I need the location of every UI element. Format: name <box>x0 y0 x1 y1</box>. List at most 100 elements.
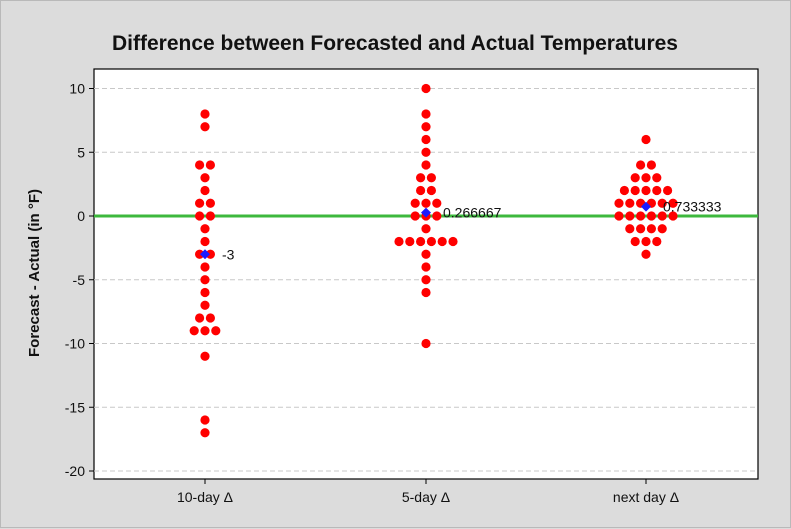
data-point <box>625 198 635 208</box>
y-tick-label: -5 <box>73 272 86 288</box>
data-point <box>426 185 436 196</box>
data-point <box>394 236 404 247</box>
x-tick-label: 5-day Δ <box>402 489 450 505</box>
data-point <box>636 160 646 170</box>
data-point <box>410 211 420 221</box>
data-point <box>200 122 210 132</box>
data-point <box>630 236 640 247</box>
data-point <box>200 326 210 336</box>
data-point <box>200 428 210 438</box>
data-point <box>448 236 458 247</box>
data-point <box>636 224 646 234</box>
data-point <box>426 236 436 247</box>
mean-marker <box>421 207 431 218</box>
data-point <box>421 147 431 157</box>
data-point <box>437 236 447 247</box>
y-tick-label: -10 <box>65 336 85 352</box>
y-axis-ticks: 10 5 0 -5 -10 -15 -20 <box>65 81 94 479</box>
data-point <box>205 160 215 170</box>
data-point <box>421 160 431 170</box>
data-point <box>646 160 657 170</box>
data-point <box>195 211 205 221</box>
data-point <box>200 415 210 425</box>
data-point <box>211 326 221 336</box>
data-point <box>205 249 215 259</box>
data-point <box>200 109 210 119</box>
data-point <box>625 224 635 234</box>
data-point <box>421 338 431 349</box>
data-point <box>200 185 210 196</box>
data-point <box>668 211 678 221</box>
data-point <box>421 198 431 208</box>
data-point <box>200 300 210 310</box>
data-point <box>200 262 210 272</box>
data-point <box>619 185 630 196</box>
data-point <box>200 351 210 361</box>
data-points <box>189 83 678 438</box>
data-point <box>200 275 210 285</box>
data-point <box>426 173 436 183</box>
data-point <box>657 211 667 221</box>
data-point <box>652 173 662 183</box>
mean-label: -3 <box>222 246 235 262</box>
mean-markers: -3 0.266667 0.733333 <box>200 199 722 262</box>
y-tick-label: 5 <box>77 144 85 160</box>
data-point <box>416 173 426 183</box>
data-point <box>205 198 215 208</box>
data-point <box>195 198 205 208</box>
data-point <box>652 185 662 196</box>
data-point <box>641 173 651 183</box>
y-axis-label: Forecast - Actual (in °F) <box>26 189 43 357</box>
data-point <box>614 211 624 221</box>
x-axis-ticks: 10-day Δ 5-day Δ next day Δ <box>177 479 679 505</box>
data-point <box>641 236 651 247</box>
mean-marker <box>200 249 210 260</box>
data-point <box>421 275 431 285</box>
data-point <box>421 134 431 145</box>
data-point <box>416 185 426 196</box>
data-point <box>646 224 657 234</box>
y-tick-label: -20 <box>65 463 85 479</box>
data-point <box>663 185 673 196</box>
data-point <box>630 185 640 196</box>
mean-label: 0.266667 <box>443 205 502 221</box>
y-tick-label: 10 <box>69 81 85 97</box>
data-point <box>641 249 651 259</box>
data-point <box>189 326 199 336</box>
data-point <box>195 313 205 323</box>
data-point <box>641 185 651 196</box>
data-point <box>200 173 210 183</box>
data-point <box>432 198 442 208</box>
data-point <box>668 198 678 208</box>
x-tick-label: next day Δ <box>613 489 679 505</box>
data-point <box>657 198 667 208</box>
data-point <box>200 236 210 247</box>
chart-title: Difference between Forecasted and Actual… <box>112 32 678 55</box>
data-point <box>405 236 415 247</box>
data-point <box>416 236 426 247</box>
data-point <box>646 211 657 221</box>
data-point <box>421 287 431 298</box>
mean-label: 0.733333 <box>663 199 722 215</box>
data-point <box>195 160 205 170</box>
x-tick-label: 10-day Δ <box>177 489 233 505</box>
y-tick-label: 0 <box>77 208 85 224</box>
data-point <box>200 287 210 298</box>
data-point <box>205 313 215 323</box>
data-point <box>205 211 215 221</box>
data-point <box>195 249 205 259</box>
data-point <box>421 109 431 119</box>
data-point <box>641 134 651 145</box>
data-point <box>625 211 635 221</box>
mean-marker <box>641 201 651 212</box>
data-point <box>200 224 210 234</box>
data-point <box>410 198 420 208</box>
data-point <box>630 173 640 183</box>
data-point <box>421 122 431 132</box>
data-point <box>421 249 431 259</box>
data-point <box>421 262 431 272</box>
data-point <box>614 198 624 208</box>
data-point <box>432 211 442 221</box>
